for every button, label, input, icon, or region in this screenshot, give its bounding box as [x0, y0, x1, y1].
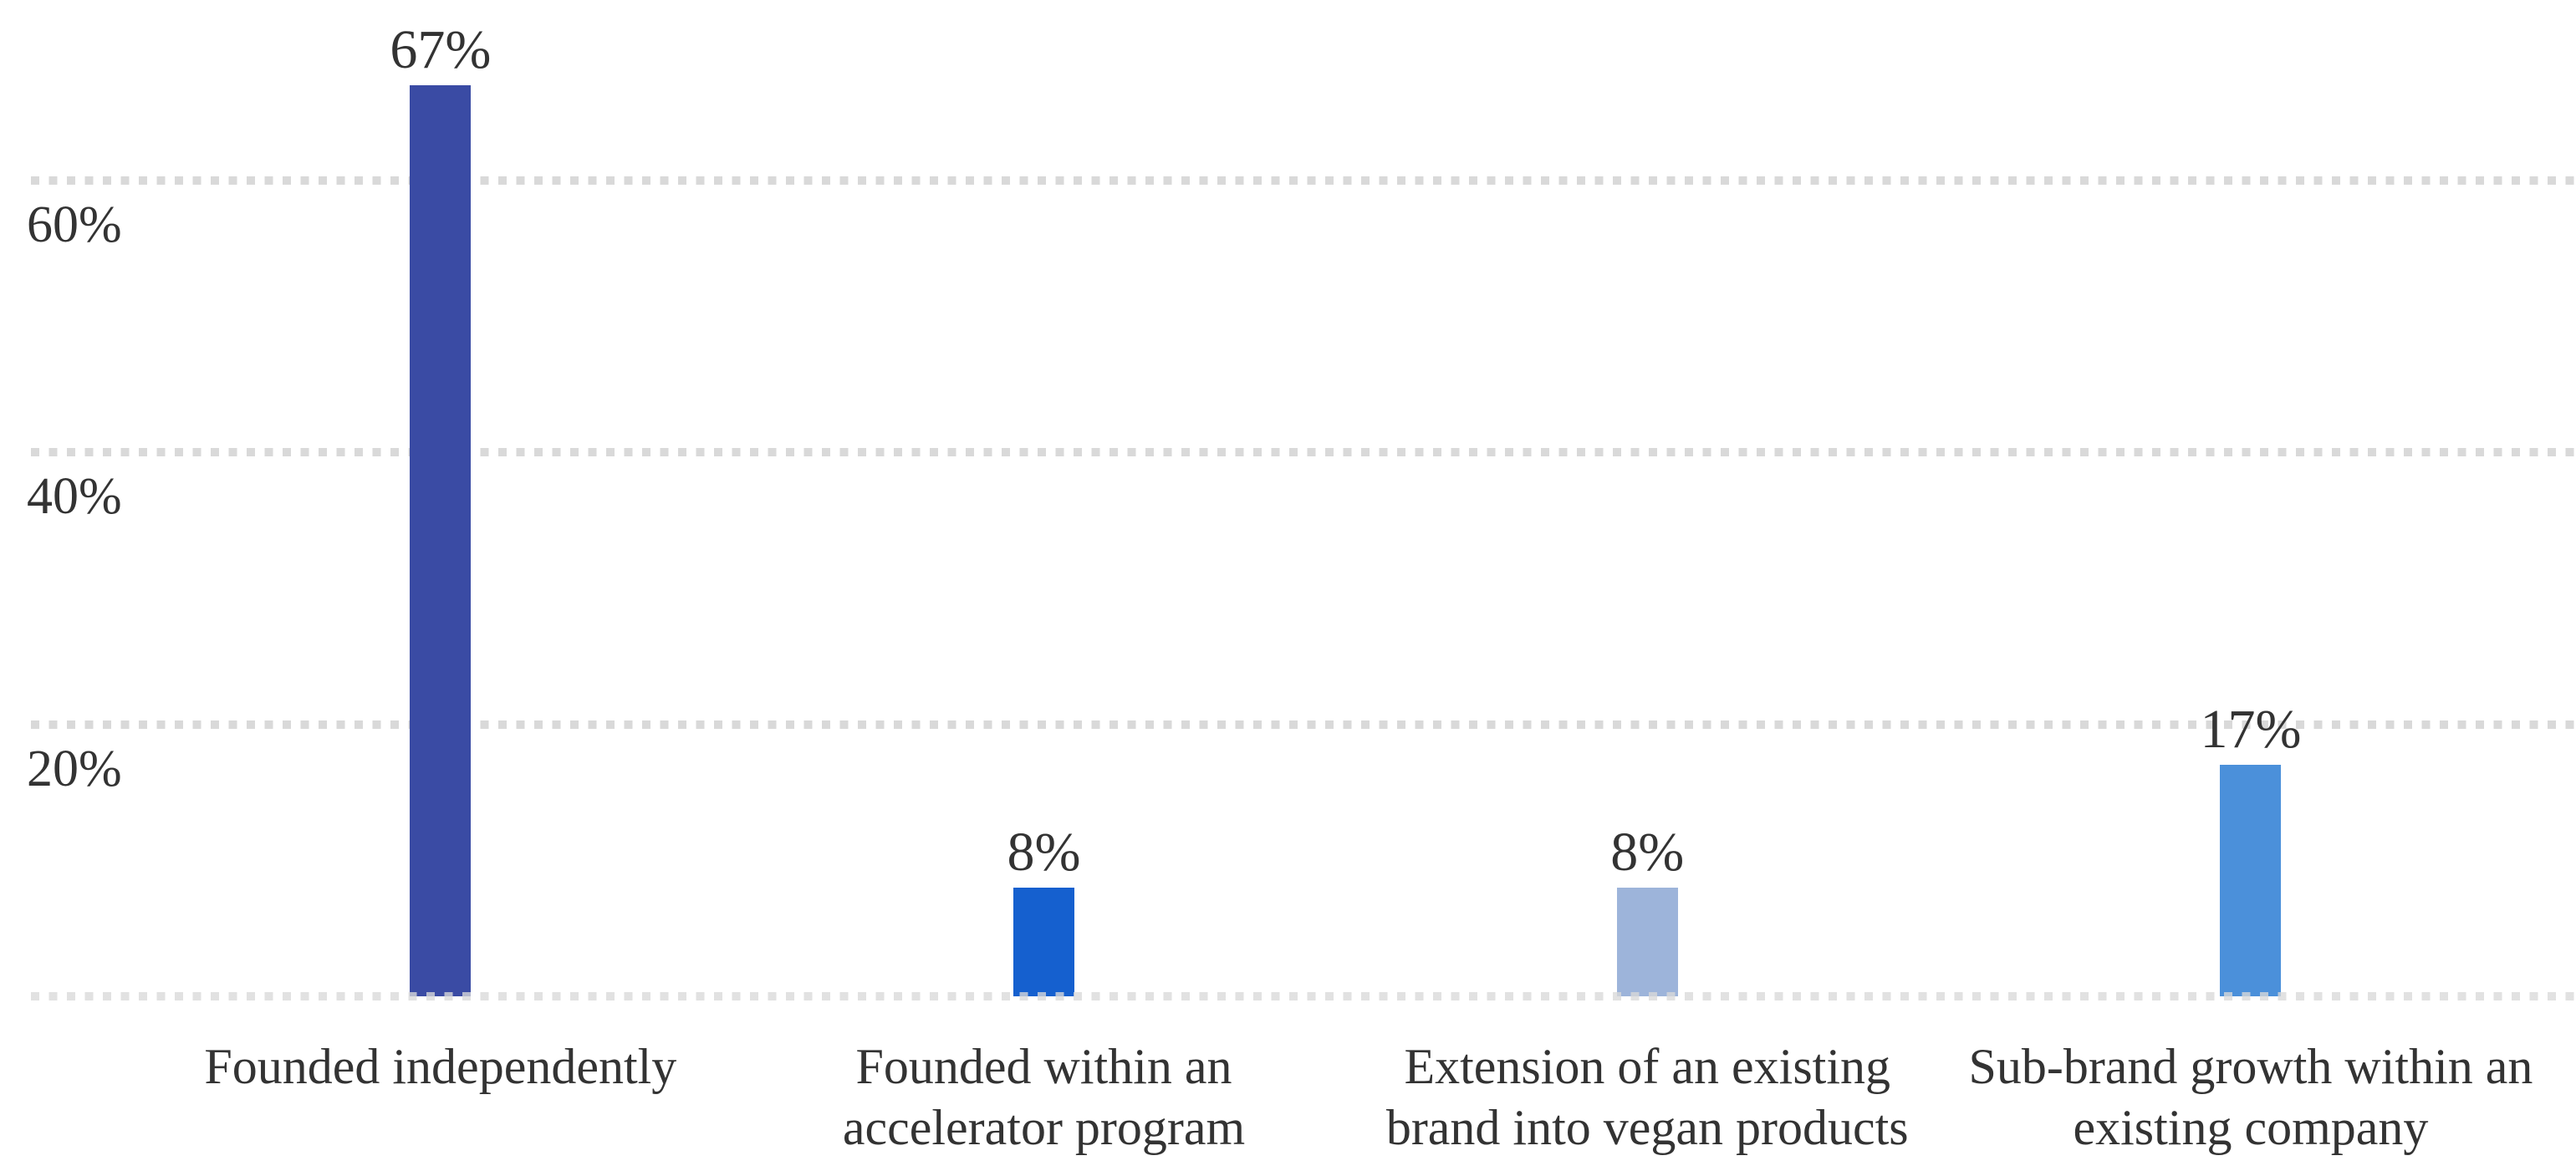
bar-founded-within-accelerator — [1013, 887, 1075, 996]
category-label-line: Founded independently — [204, 1039, 677, 1094]
y-axis-tick-label-40: 40% — [27, 468, 122, 526]
bar-value-label: 67% — [390, 18, 492, 80]
gridline-40 — [31, 448, 2576, 457]
bar-value-label: 17% — [2200, 699, 2302, 761]
bar-sub-brand-growth — [2220, 765, 2282, 996]
y-axis-tick-label-20: 20% — [27, 740, 122, 797]
category-label-line: brand into vegan products — [1385, 1100, 1909, 1155]
category-label-extension-existing-brand: Extension of an existing brand into vega… — [1345, 1036, 1949, 1158]
gridline-60 — [31, 176, 2576, 185]
bar-value-label: 8% — [1610, 821, 1685, 883]
category-label-line: Sub-brand growth within an — [1968, 1039, 2533, 1094]
category-label-line: existing company — [2073, 1100, 2429, 1155]
category-label-line: Founded within an — [855, 1039, 1232, 1094]
bar-founded-independently — [410, 84, 472, 996]
category-label-line: Extension of an existing — [1404, 1039, 1891, 1094]
y-axis-tick-label-60: 60% — [27, 196, 122, 253]
bar-extension-existing-brand — [1616, 887, 1678, 996]
gridline-20 — [31, 720, 2576, 729]
x-axis-baseline-gridline — [31, 992, 2576, 1000]
category-label-line: accelerator program — [842, 1100, 1246, 1155]
category-label-founded-within-accelerator: Founded within an accelerator program — [742, 1036, 1346, 1158]
bar-value-label: 8% — [1007, 821, 1081, 883]
category-label-founded-independently: Founded independently — [139, 1036, 742, 1097]
category-label-sub-brand-growth: Sub-brand growth within an existing comp… — [1949, 1036, 2553, 1158]
